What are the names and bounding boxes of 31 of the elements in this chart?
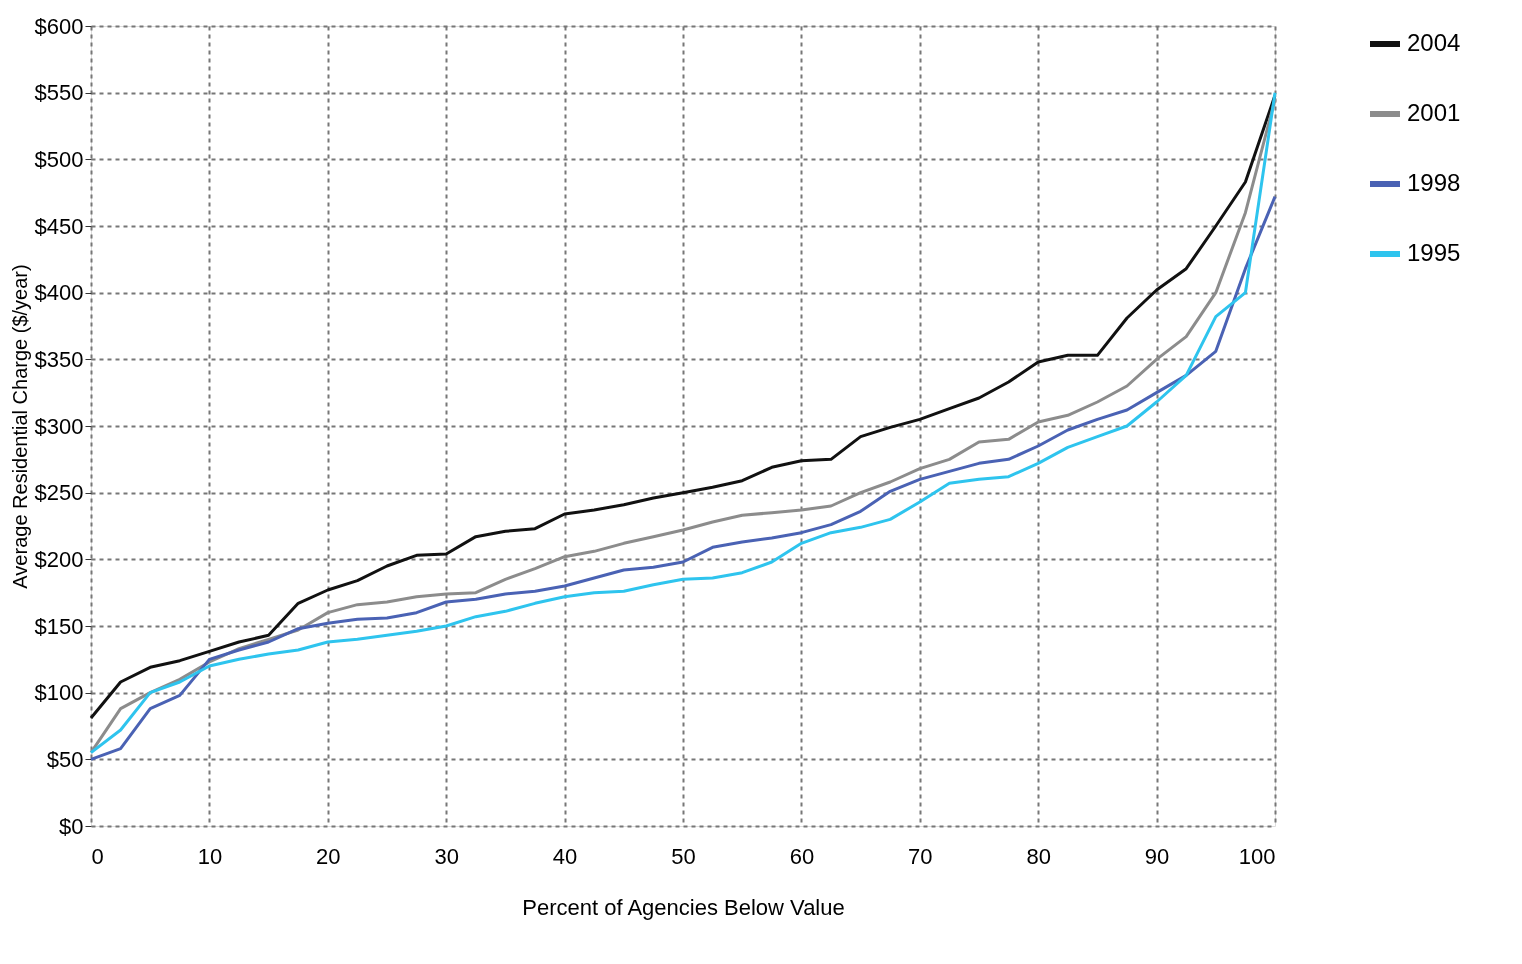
x-tick-label: 20 <box>316 843 341 869</box>
y-tick-label: $0 <box>59 813 84 839</box>
y-tick-label: $50 <box>46 746 84 772</box>
y-tick-label: $100 <box>34 680 84 706</box>
legend-label: 1998 <box>1407 169 1461 196</box>
legend-label: 2001 <box>1407 99 1461 126</box>
y-tick-label: $300 <box>34 413 84 439</box>
y-tick-label: $150 <box>34 613 84 639</box>
legend-label: 1995 <box>1407 239 1461 266</box>
x-tick-label: 10 <box>197 843 223 869</box>
x-tick-label: 30 <box>434 843 459 869</box>
x-tick-label: 40 <box>552 843 578 869</box>
y-axis-title: Average Residential Charge ($/year) <box>8 264 31 589</box>
legend-label: 2004 <box>1407 29 1461 56</box>
y-tick-label: $400 <box>34 280 84 306</box>
y-tick-label: $450 <box>34 213 84 239</box>
x-tick-label: 100 <box>1238 843 1276 869</box>
y-tick-label: $200 <box>34 546 84 572</box>
y-tick-label: $250 <box>34 480 84 506</box>
y-tick-label: $350 <box>34 346 84 372</box>
x-tick-label: 0 <box>91 843 104 869</box>
y-tick-label: $500 <box>34 146 84 172</box>
x-tick-label: 70 <box>908 843 933 869</box>
x-tick-label: 90 <box>1144 843 1170 869</box>
x-tick-label: 60 <box>789 843 815 869</box>
line-series <box>89 195 1277 761</box>
y-tick-label: $600 <box>34 13 84 39</box>
x-tick-label: 50 <box>671 843 696 869</box>
x-axis-title: Percent of Agencies Below Value <box>522 894 845 920</box>
x-tick-label: 80 <box>1026 843 1051 869</box>
y-tick-label: $550 <box>34 80 84 106</box>
